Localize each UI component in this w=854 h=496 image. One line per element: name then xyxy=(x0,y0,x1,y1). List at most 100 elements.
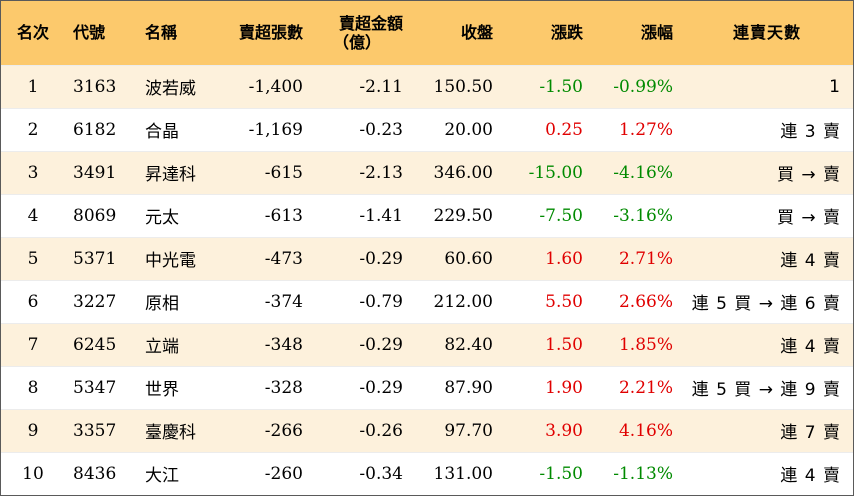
cell-change: 5.50 xyxy=(501,279,591,323)
cell-change: 1.50 xyxy=(501,322,591,366)
cell-sell-shares: -260 xyxy=(221,451,311,495)
cell-change-pct: 2.71% xyxy=(591,236,681,280)
header-change-pct: 漲幅 xyxy=(640,23,673,43)
cell-sell-amount: -0.26 xyxy=(311,408,411,452)
cell-name: 世界 xyxy=(137,365,221,409)
cell-change: -1.50 xyxy=(501,451,591,495)
cell-close: 212.00 xyxy=(411,279,501,323)
header-close: 收盤 xyxy=(460,23,493,43)
cell-streak: 連 4 賣 xyxy=(681,451,853,495)
cell-code: 6245 xyxy=(65,322,137,366)
header-sell-shares: 賣超張數 xyxy=(238,23,303,43)
cell-sell-amount: -2.13 xyxy=(311,150,411,194)
header-sell-amount-line1: 賣超金額 xyxy=(338,13,403,33)
cell-name: 原相 xyxy=(137,279,221,323)
cell-change: -7.50 xyxy=(501,193,591,237)
cell-rank: 8 xyxy=(1,365,65,409)
header-sell-amount: 賣超金額 （億） xyxy=(311,1,411,65)
cell-sell-amount: -0.34 xyxy=(311,451,411,495)
cell-code: 3357 xyxy=(65,408,137,452)
table-row: 7 6245 立端 -348 -0.29 82.40 1.50 1.85% 連 4 賣 xyxy=(1,322,853,366)
cell-close: 97.70 xyxy=(411,408,501,452)
cell-sell-amount: -0.23 xyxy=(311,107,411,151)
cell-streak: 連 5 買 → 連 9 賣 xyxy=(681,365,853,409)
cell-rank: 2 xyxy=(1,107,65,151)
table-row: 1 3163 波若威 -1,400 -2.11 150.50 -1.50 -0.99% 1 xyxy=(1,64,853,108)
cell-sell-shares: -374 xyxy=(221,279,311,323)
cell-change-pct: -0.99% xyxy=(591,64,681,108)
cell-change-pct: -4.16% xyxy=(591,150,681,194)
cell-rank: 7 xyxy=(1,322,65,366)
cell-sell-shares: -266 xyxy=(221,408,311,452)
cell-change: 1.90 xyxy=(501,365,591,409)
header-row: 名次 代號 名稱 賣超張數 賣超金額 （億） 收盤 漲跌 漲幅 連賣天數 xyxy=(1,1,853,65)
cell-streak: 買 → 賣 xyxy=(681,193,853,237)
cell-sell-shares: -1,169 xyxy=(221,107,311,151)
cell-sell-amount: -0.29 xyxy=(311,322,411,366)
cell-rank: 6 xyxy=(1,279,65,323)
cell-change-pct: 2.66% xyxy=(591,279,681,323)
cell-close: 20.00 xyxy=(411,107,501,151)
cell-name: 元太 xyxy=(137,193,221,237)
cell-change: -15.00 xyxy=(501,150,591,194)
cell-streak: 買 → 賣 xyxy=(681,150,853,194)
table-header: 名次 代號 名稱 賣超張數 賣超金額 （億） 收盤 漲跌 漲幅 連賣天數 xyxy=(1,1,853,65)
cell-rank: 4 xyxy=(1,193,65,237)
cell-name: 中光電 xyxy=(137,236,221,280)
cell-name: 大江 xyxy=(137,451,221,495)
table-row: 10 8436 大江 -260 -0.34 131.00 -1.50 -1.13% 連 4 賣 xyxy=(1,451,853,495)
cell-sell-shares: -348 xyxy=(221,322,311,366)
table-row: 3 3491 昇達科 -615 -2.13 346.00 -15.00 -4.16% 買 → 賣 xyxy=(1,150,853,194)
header-streak: 連賣天數 xyxy=(732,23,801,43)
cell-name: 波若威 xyxy=(137,64,221,108)
cell-change-pct: 1.27% xyxy=(591,107,681,151)
cell-sell-amount: -0.29 xyxy=(311,365,411,409)
cell-sell-amount: -2.11 xyxy=(311,64,411,108)
header-code: 代號 xyxy=(73,23,106,43)
cell-streak: 連 7 賣 xyxy=(681,408,853,452)
cell-close: 60.60 xyxy=(411,236,501,280)
cell-code: 3227 xyxy=(65,279,137,323)
cell-close: 229.50 xyxy=(411,193,501,237)
cell-sell-shares: -473 xyxy=(221,236,311,280)
table-row: 2 6182 合晶 -1,169 -0.23 20.00 0.25 1.27% 連 3 賣 xyxy=(1,107,853,151)
cell-streak: 連 4 賣 xyxy=(681,236,853,280)
cell-rank: 5 xyxy=(1,236,65,280)
cell-streak: 連 3 賣 xyxy=(681,107,853,151)
cell-name: 昇達科 xyxy=(137,150,221,194)
cell-code: 3163 xyxy=(65,64,137,108)
cell-name: 合晶 xyxy=(137,107,221,151)
header-change: 漲跌 xyxy=(550,23,583,43)
cell-change-pct: 4.16% xyxy=(591,408,681,452)
cell-change-pct: -3.16% xyxy=(591,193,681,237)
cell-rank: 10 xyxy=(1,451,65,495)
header-sell-amount-line2: （億） xyxy=(332,32,381,52)
header-name: 名稱 xyxy=(145,23,178,43)
cell-change: 1.60 xyxy=(501,236,591,280)
cell-code: 8069 xyxy=(65,193,137,237)
table-row: 5 5371 中光電 -473 -0.29 60.60 1.60 2.71% 連 4 賣 xyxy=(1,236,853,280)
cell-change-pct: 1.85% xyxy=(591,322,681,366)
cell-change: 3.90 xyxy=(501,408,591,452)
cell-sell-shares: -1,400 xyxy=(221,64,311,108)
table-row: 6 3227 原相 -374 -0.79 212.00 5.50 2.66% 連 5 買 → 連… xyxy=(1,279,853,323)
cell-rank: 3 xyxy=(1,150,65,194)
cell-code: 5347 xyxy=(65,365,137,409)
cell-close: 150.50 xyxy=(411,64,501,108)
cell-rank: 1 xyxy=(1,64,65,108)
cell-change: -1.50 xyxy=(501,64,591,108)
table-body: 1 3163 波若威 -1,400 -2.11 150.50 -1.50 -0.99% 1 2 61… xyxy=(1,64,853,495)
cell-sell-shares: -615 xyxy=(221,150,311,194)
cell-code: 6182 xyxy=(65,107,137,151)
cell-streak: 1 xyxy=(681,64,853,108)
table-row: 8 5347 世界 -328 -0.29 87.90 1.90 2.21% 連 5 買 → 連 … xyxy=(1,365,853,409)
cell-name: 臺慶科 xyxy=(137,408,221,452)
cell-streak: 連 4 賣 xyxy=(681,322,853,366)
cell-sell-shares: -613 xyxy=(221,193,311,237)
cell-code: 8436 xyxy=(65,451,137,495)
header-rank: 名次 xyxy=(16,23,49,43)
cell-change: 0.25 xyxy=(501,107,591,151)
cell-change-pct: 2.21% xyxy=(591,365,681,409)
cell-sell-amount: -0.79 xyxy=(311,279,411,323)
